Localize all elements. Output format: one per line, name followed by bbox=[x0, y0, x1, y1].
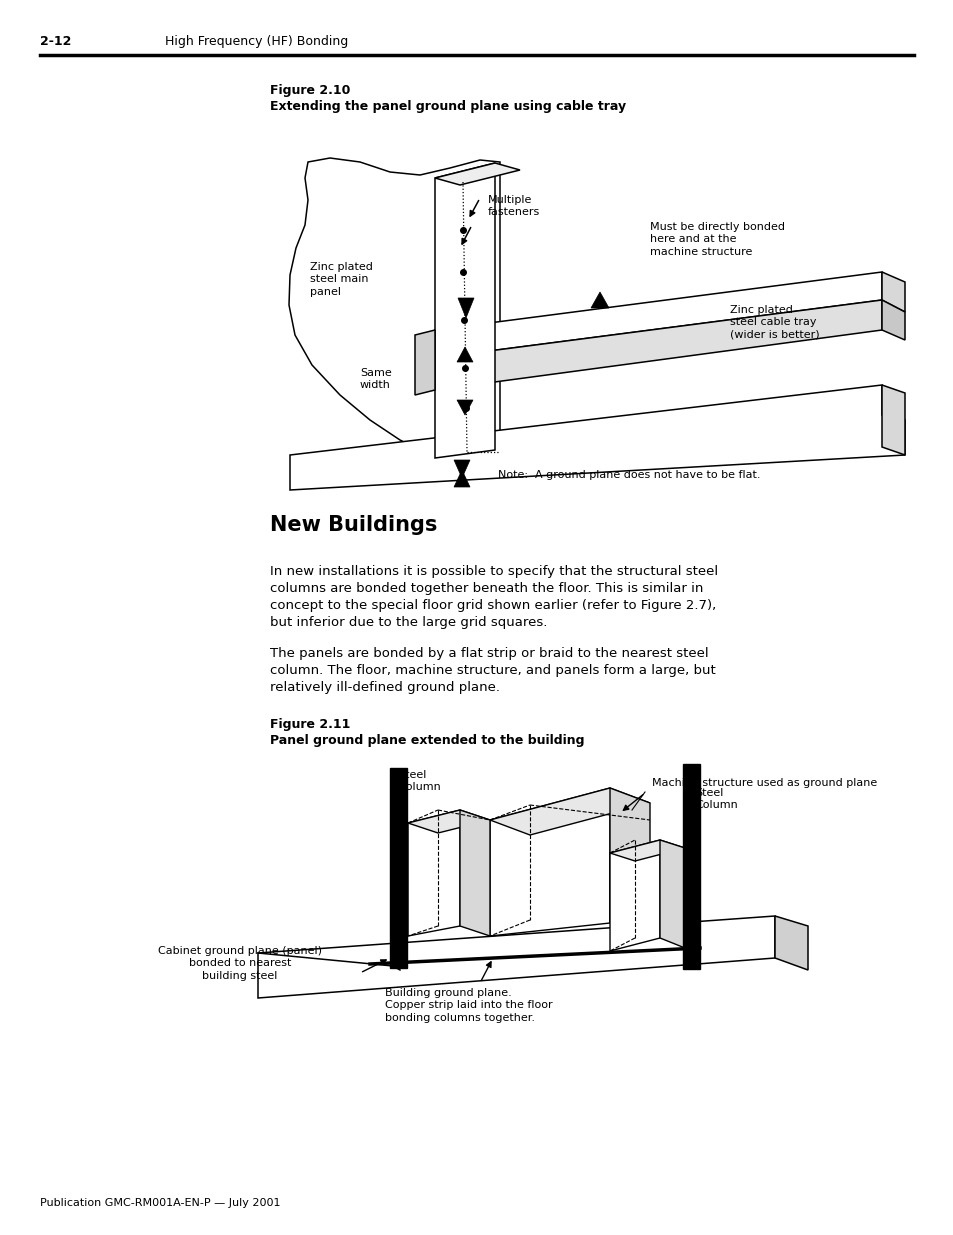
Polygon shape bbox=[456, 347, 473, 362]
Polygon shape bbox=[289, 158, 499, 462]
Polygon shape bbox=[609, 788, 649, 936]
Polygon shape bbox=[415, 330, 435, 395]
Polygon shape bbox=[490, 788, 609, 936]
Text: New Buildings: New Buildings bbox=[270, 515, 436, 535]
Text: High Frequency (HF) Bonding: High Frequency (HF) Bonding bbox=[165, 35, 348, 48]
Polygon shape bbox=[454, 459, 470, 478]
Text: 2-12: 2-12 bbox=[40, 35, 71, 48]
Bar bbox=[390, 768, 407, 968]
Text: The panels are bonded by a flat strip or braid to the nearest steel: The panels are bonded by a flat strip or… bbox=[270, 647, 708, 659]
Polygon shape bbox=[882, 272, 904, 312]
Text: Panel ground plane extended to the building: Panel ground plane extended to the build… bbox=[270, 734, 584, 747]
Text: Steel
Column: Steel Column bbox=[397, 769, 440, 793]
Polygon shape bbox=[456, 400, 473, 415]
Text: Cabinet ground plane (panel)
bonded to nearest
building steel: Cabinet ground plane (panel) bonded to n… bbox=[158, 946, 322, 981]
Text: columns are bonded together beneath the floor. This is similar in: columns are bonded together beneath the … bbox=[270, 582, 702, 595]
Polygon shape bbox=[408, 810, 459, 936]
Text: Figure 2.10: Figure 2.10 bbox=[270, 84, 350, 98]
Text: Machine structure used as ground plane: Machine structure used as ground plane bbox=[651, 778, 877, 788]
Text: relatively ill-defined ground plane.: relatively ill-defined ground plane. bbox=[270, 680, 499, 694]
Polygon shape bbox=[257, 916, 774, 998]
Polygon shape bbox=[882, 300, 904, 340]
Polygon shape bbox=[882, 385, 904, 454]
Text: concept to the special floor grid shown earlier (refer to Figure 2.7),: concept to the special floor grid shown … bbox=[270, 599, 716, 613]
Polygon shape bbox=[774, 916, 807, 969]
Polygon shape bbox=[459, 810, 490, 936]
Text: Publication GMC-RM001A-EN-P — July 2001: Publication GMC-RM001A-EN-P — July 2001 bbox=[40, 1198, 280, 1208]
Polygon shape bbox=[454, 471, 470, 487]
Text: Zinc plated
steel main
panel: Zinc plated steel main panel bbox=[310, 262, 373, 296]
Bar bbox=[682, 764, 700, 969]
Text: Steel
Column: Steel Column bbox=[695, 788, 737, 810]
Text: In new installations it is possible to specify that the structural steel: In new installations it is possible to s… bbox=[270, 564, 718, 578]
Text: Extending the panel ground plane using cable tray: Extending the panel ground plane using c… bbox=[270, 100, 625, 112]
Text: Building ground plane.
Copper strip laid into the floor
bonding columns together: Building ground plane. Copper strip laid… bbox=[385, 988, 552, 1023]
Polygon shape bbox=[435, 272, 882, 358]
Polygon shape bbox=[290, 385, 904, 490]
Text: but inferior due to the large grid squares.: but inferior due to the large grid squar… bbox=[270, 616, 547, 629]
Text: Figure 2.11: Figure 2.11 bbox=[270, 718, 350, 731]
Polygon shape bbox=[590, 291, 608, 308]
Polygon shape bbox=[435, 163, 519, 185]
Text: Note:  A ground plane does not have to be flat.: Note: A ground plane does not have to be… bbox=[497, 471, 760, 480]
Text: column. The floor, machine structure, and panels form a large, but: column. The floor, machine structure, an… bbox=[270, 664, 715, 677]
Polygon shape bbox=[435, 300, 882, 390]
Text: Must be directly bonded
here and at the
machine structure: Must be directly bonded here and at the … bbox=[649, 222, 784, 257]
Polygon shape bbox=[659, 840, 684, 948]
Polygon shape bbox=[435, 163, 495, 458]
Text: Multiple
fasteners: Multiple fasteners bbox=[488, 195, 539, 217]
Text: Zinc plated
steel cable tray
(wider is better): Zinc plated steel cable tray (wider is b… bbox=[729, 305, 819, 340]
Polygon shape bbox=[490, 788, 649, 835]
Text: Same
width: Same width bbox=[359, 368, 392, 390]
Polygon shape bbox=[609, 840, 659, 951]
Polygon shape bbox=[457, 298, 474, 317]
Polygon shape bbox=[408, 810, 490, 832]
Polygon shape bbox=[609, 840, 684, 861]
